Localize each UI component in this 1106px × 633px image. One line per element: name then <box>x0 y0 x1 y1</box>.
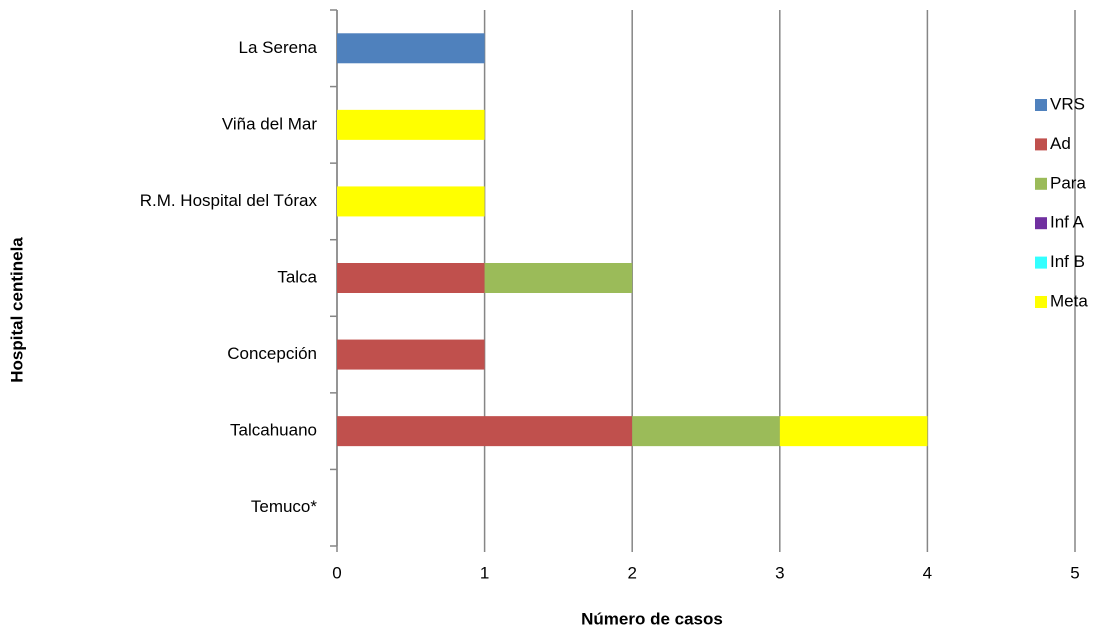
legend-label: Meta <box>1050 291 1088 310</box>
legend-swatch <box>1035 177 1047 190</box>
legend-swatch <box>1035 256 1047 269</box>
bar <box>337 33 485 64</box>
legend-swatch <box>1035 99 1047 111</box>
x-tick-label: 1 <box>480 563 489 582</box>
bar <box>632 416 780 447</box>
x-tick-label: 0 <box>332 563 341 582</box>
legend-label: VRS <box>1050 94 1085 113</box>
legend-label: Para <box>1050 173 1086 192</box>
bar <box>337 416 633 447</box>
legend-swatch <box>1035 296 1047 308</box>
bar <box>337 109 485 140</box>
bar <box>337 186 485 217</box>
y-tick-label: Talca <box>277 267 317 286</box>
bar <box>779 416 928 447</box>
x-tick-label: 2 <box>627 563 636 582</box>
y-tick-label: Temuco* <box>251 497 318 516</box>
y-axis-title: Hospital centinela <box>7 237 26 383</box>
y-tick-label: Concepción <box>227 344 317 363</box>
y-tick-label: La Serena <box>239 38 318 57</box>
bar <box>337 339 485 370</box>
bar <box>337 263 485 293</box>
y-tick-label: Talcahuano <box>230 421 317 440</box>
y-tick-label: R.M. Hospital del Tórax <box>140 191 318 210</box>
legend-label: Inf A <box>1050 213 1085 232</box>
y-tick-label: Viña del Mar <box>222 114 317 133</box>
legend-label: Inf B <box>1050 252 1085 271</box>
x-tick-label: 3 <box>775 563 784 582</box>
x-axis-title: Número de casos <box>581 609 723 628</box>
bar <box>484 263 633 293</box>
legend-swatch <box>1035 217 1047 230</box>
x-tick-label: 5 <box>1070 563 1079 582</box>
legend-label: Ad <box>1050 134 1071 153</box>
x-tick-label: 4 <box>923 563 932 582</box>
legend-swatch <box>1035 138 1047 151</box>
